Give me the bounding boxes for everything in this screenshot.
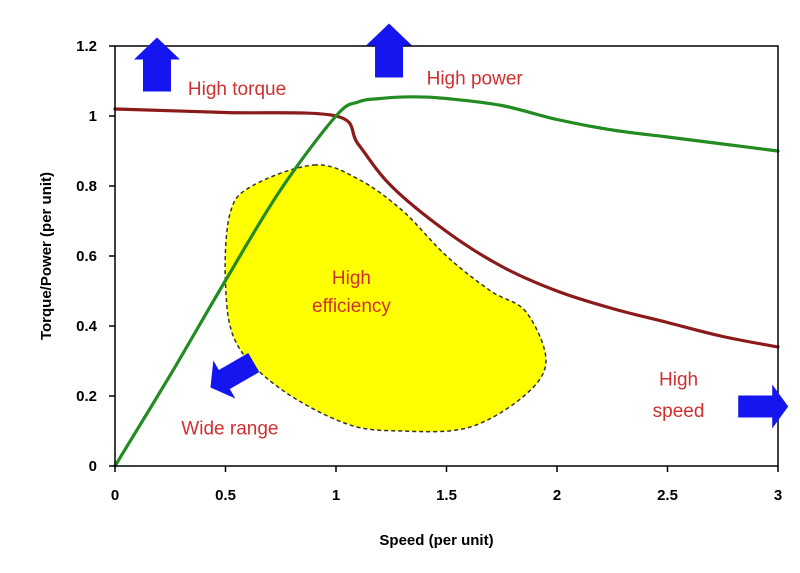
high-speed-arrow-icon xyxy=(738,384,789,429)
x-tick-label: 1.5 xyxy=(436,487,457,504)
series-line-power xyxy=(113,95,780,468)
axes-layer: 0 0.5 1 1.5 2 2.5 3 0 0.2 0.4 0.6 0.8 1 1.2 Speed (per… xyxy=(38,38,782,549)
y-tick-label: 0.8 xyxy=(76,178,97,195)
annotation-layer: High torque High power Wide range High speed xyxy=(133,23,789,440)
series-layer xyxy=(113,95,780,468)
x-tick-label: 0.5 xyxy=(215,487,236,504)
y-tick-label: 1 xyxy=(89,108,97,125)
x-tick-label: 2 xyxy=(553,487,561,504)
wide-range-arrow-icon xyxy=(210,352,260,399)
efficiency-label-line1: High xyxy=(332,268,371,289)
x-tick-label: 1 xyxy=(332,487,340,504)
y-tick-label: 0.4 xyxy=(76,318,98,335)
series-line-torque xyxy=(113,107,780,349)
y-tick-label: 0 xyxy=(89,458,97,475)
y-tick-label: 1.2 xyxy=(76,38,97,55)
efficiency-region-layer: High efficiency xyxy=(224,164,547,433)
x-tick-label: 2.5 xyxy=(657,487,678,504)
wide-range-label: Wide range xyxy=(181,419,278,440)
y-tick-label: 0.2 xyxy=(76,388,97,405)
x-tick-label: 0 xyxy=(111,487,119,504)
y-axis-title: Torque/Power (per unit) xyxy=(38,172,55,340)
high-power-arrow-icon xyxy=(366,23,413,78)
efficiency-region xyxy=(224,164,547,433)
x-tick-label: 3 xyxy=(774,487,782,504)
high-torque-arrow-icon xyxy=(133,37,180,92)
high-torque-label: High torque xyxy=(188,79,286,100)
y-tick-label: 0.6 xyxy=(76,248,97,265)
high-speed-label: High xyxy=(659,370,698,391)
high-power-label: High power xyxy=(427,69,524,90)
high-speed-label-line2: speed xyxy=(653,401,705,422)
efficiency-label-line2: efficiency xyxy=(312,296,391,317)
x-axis-title: Speed (per unit) xyxy=(379,532,493,549)
